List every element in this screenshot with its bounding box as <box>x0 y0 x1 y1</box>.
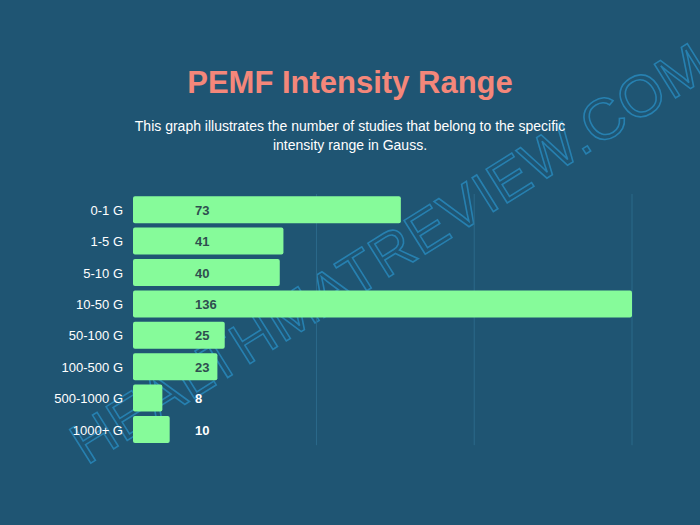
bar <box>133 290 632 317</box>
bar <box>133 353 217 380</box>
bar <box>133 416 170 443</box>
bar <box>133 322 225 349</box>
data-label: 10 <box>195 423 209 438</box>
watermark: HEALTHMATREVIEW.COM <box>59 29 700 476</box>
category-label: 0-1 G <box>90 203 123 218</box>
bar <box>133 385 162 412</box>
data-label: 25 <box>195 328 209 343</box>
category-label: 5-10 G <box>83 266 123 281</box>
data-label: 23 <box>195 360 209 375</box>
bar <box>133 228 283 255</box>
category-label: 1-5 G <box>90 234 123 249</box>
bar <box>133 259 280 286</box>
title: PEMF Intensity Range <box>187 65 513 100</box>
data-label: 40 <box>195 266 209 281</box>
grid-line <box>316 194 317 445</box>
data-label: 41 <box>195 234 209 249</box>
grid-line <box>474 194 475 445</box>
bars <box>133 196 632 443</box>
category-label: 500-1000 G <box>54 391 123 406</box>
data-label: 136 <box>195 297 217 312</box>
grid-line <box>632 194 633 445</box>
data-label: 8 <box>195 391 202 406</box>
category-label: 50-100 G <box>69 328 123 343</box>
labels: 0-1 G 73 1-5 G 41 5-10 G 40 10-50 G 136 50-100 G… <box>54 203 216 438</box>
stage: HEALTHMATREVIEW.COMPEMF Intensity Range 0… <box>0 0 700 525</box>
bar <box>133 196 401 223</box>
subtitle: This graph illustrates the number of stu… <box>115 117 585 155</box>
category-label: 100-500 G <box>62 360 123 375</box>
chart: HEALTHMATREVIEW.COMPEMF Intensity Range 0… <box>0 0 700 525</box>
data-label: 73 <box>195 203 209 218</box>
category-label: 10-50 G <box>76 297 123 312</box>
category-label: 1000+ G <box>73 423 123 438</box>
